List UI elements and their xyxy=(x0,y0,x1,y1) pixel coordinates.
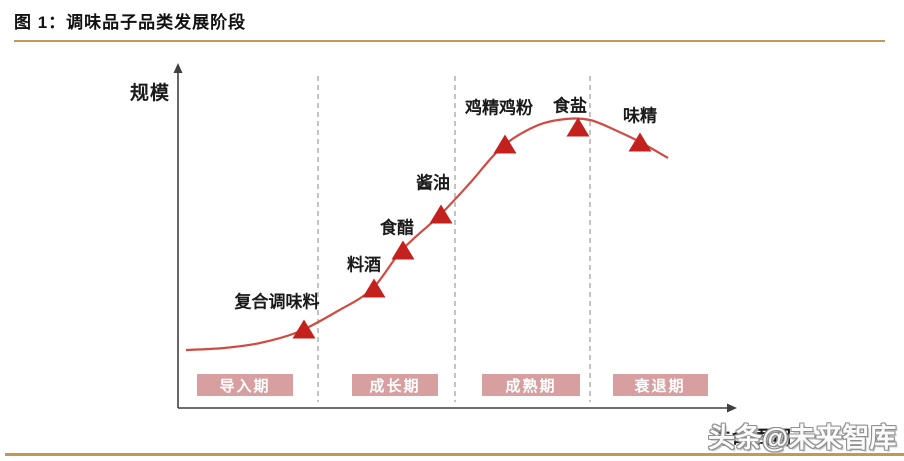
watermark-text: 头条@未来智库 xyxy=(708,423,897,453)
bottom-divider-rule xyxy=(5,453,904,456)
marker-triangle-icon xyxy=(362,278,386,298)
stage-pill: 成熟期 xyxy=(482,374,580,396)
stage-pill: 衰退期 xyxy=(612,374,708,396)
stage-pill: 导入期 xyxy=(197,374,293,396)
y-axis-arrow-icon xyxy=(173,63,183,73)
marker-triangle-icon xyxy=(628,132,652,152)
marker-triangle-icon xyxy=(292,319,316,339)
category-label: 料酒 xyxy=(347,255,381,275)
figure-title: 图 1：调味品子品类发展阶段 xyxy=(14,13,247,32)
marker-triangle-icon xyxy=(429,204,453,224)
lifecycle-curve xyxy=(185,117,669,352)
x-axis-arrow-icon xyxy=(727,403,737,413)
category-label: 食醋 xyxy=(380,218,414,238)
x-axis-label: 生命周期 xyxy=(712,428,793,449)
marker-triangle-icon xyxy=(493,134,517,154)
category-label: 鸡精鸡粉 xyxy=(465,98,533,118)
title-divider-rule xyxy=(14,40,885,42)
marker-triangle-icon xyxy=(566,117,590,137)
category-label: 酱油 xyxy=(416,173,450,193)
category-label: 复合调味料 xyxy=(234,292,320,312)
stage-pill: 成长期 xyxy=(352,374,438,396)
y-axis-label: 规模 xyxy=(130,83,171,104)
category-label: 味精 xyxy=(623,106,657,126)
marker-triangle-icon xyxy=(391,240,415,260)
category-label: 食盐 xyxy=(553,96,587,116)
